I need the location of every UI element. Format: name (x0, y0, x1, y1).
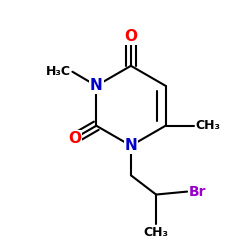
Text: Br: Br (189, 184, 206, 198)
Text: O: O (68, 131, 81, 146)
Text: N: N (90, 78, 103, 93)
Text: CH₃: CH₃ (195, 119, 220, 132)
Text: N: N (124, 138, 137, 153)
Text: CH₃: CH₃ (144, 226, 169, 239)
Text: O: O (124, 29, 138, 44)
Text: H₃C: H₃C (46, 65, 71, 78)
